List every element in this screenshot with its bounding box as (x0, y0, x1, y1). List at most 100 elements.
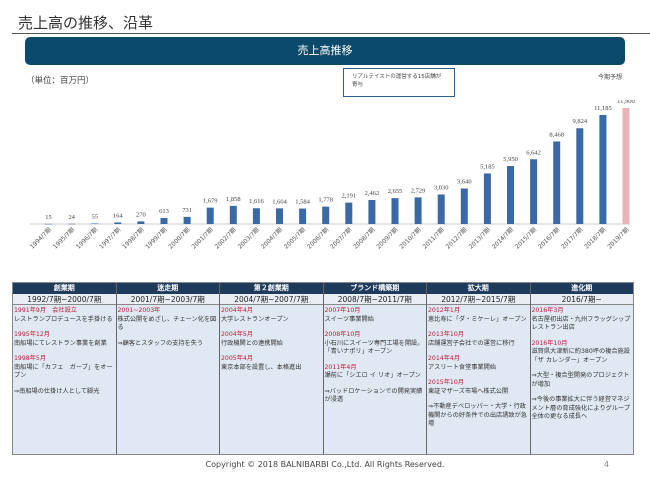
data-label: 24 (68, 214, 75, 221)
bar-2016/7期 (553, 141, 561, 224)
bar-2014/7期 (507, 166, 514, 224)
event-date: 2014年4月 (428, 355, 461, 362)
phase-events: 2004年4月 大学レストランオープン 2004年5月 行政機関との連携開始 2005年… (220, 305, 323, 381)
bar-2009/7期 (391, 198, 399, 224)
phase-name: 拡大期 (427, 283, 530, 294)
event: 2001~2003年 株式公開をめざし、チェーン化を図る (118, 307, 219, 333)
event: 2007年10月 スイーツ事業開始 (325, 307, 426, 324)
phase-column: 創業期 1992/7期~2000/7期 1991年9月 会社設立 レストランプロデュー… (13, 283, 117, 454)
event-text: ⇒バッドロケーションでの開発実績が浸透 (324, 387, 423, 404)
phase-name: 創業期 (13, 283, 116, 294)
data-label: 8,468 (549, 131, 564, 138)
copyright: Copyright © 2018 BALNIBARBI Co.,Ltd. All… (205, 460, 445, 469)
event: ⇒大型・複合型開発のプロジェクトが増加 (532, 372, 633, 389)
unit-label: （単位：百万円） (26, 76, 95, 86)
event-date: 1995年12月 (14, 331, 50, 338)
phase-name: ブランド構築期 (323, 283, 426, 294)
event-date: 2015年10月 (428, 379, 464, 386)
data-label: 11,900 (617, 100, 635, 105)
x-tick-label: 2013/7期 (467, 226, 492, 251)
phase-events: 1991年9月 会社設立 レストランプロデュースを手掛ける 1995年12月 南船場に… (13, 305, 116, 405)
event: ⇒バッドロケーションでの開発実績が浸透 (325, 388, 426, 405)
bar-2019/7期 (622, 108, 630, 224)
bar-2007/7期 (345, 202, 353, 224)
x-tick-label: 2000/7期 (167, 226, 192, 251)
event-text: ⇒顧客とスタッフの支持を失う (117, 339, 204, 347)
phase-events: 2007年10月 スイーツ事業開始 2008年10月 小石川にスイーツ専門工場を開設。… (324, 305, 427, 414)
bar-2012/7期 (460, 188, 468, 224)
event: 2013年10月 店舗運営子会社での運営に移行 (428, 331, 529, 348)
bar-2004/7期 (276, 208, 283, 224)
x-tick-label: 2015/7期 (513, 226, 538, 251)
event-text: ⇒今後の事業拡大に伴う経営マネジメント層の育成強化によりグループ全体の更なる成長… (531, 396, 631, 420)
forecast-label: 今期予想 (598, 74, 623, 81)
callout-annotation: リアルテイストの運営する15店舗が寄与 (343, 68, 455, 97)
history-table: 創業期 1992/7期~2000/7期 1991年9月 会社設立 レストランプロデュー… (12, 282, 634, 455)
data-label: 1,858 (226, 196, 241, 203)
event: 2005年4月 東京本部を設置し、本格進出 (221, 355, 322, 372)
event: 2016年10月 滋賀県大津新に約380坪の複合施設「ザ カレンダー」オープン (532, 340, 633, 366)
x-tick-label: 2002/7期 (213, 226, 238, 251)
bar-1997/7期 (114, 222, 122, 224)
event-text: 瀬前に「シエロ イ リオ」オープン (324, 372, 421, 379)
phase-period: 2008/7期~2011/7期 (323, 294, 426, 305)
x-tick-label: 1995/7期 (51, 226, 76, 251)
bar-2003/7期 (252, 208, 260, 224)
event-date: 2004年4月 (221, 307, 254, 314)
event: 1998年5月 南船場に「カフェ ガーブ」をオープン (14, 355, 115, 381)
event: 2012年1月 恵比寿に「ダ・ミケーレ」オープン (428, 307, 529, 324)
event: 2004年4月 大学レストランオープン (221, 307, 322, 324)
x-tick-label: 2009/7期 (375, 226, 400, 251)
bar-1995/7期 (68, 223, 76, 225)
data-label: 2,729 (411, 187, 426, 194)
event-text: 小石川にスイーツ専門工場を開設。「青いナポリ」オープン (324, 339, 424, 356)
event-text: スイーツ事業開始 (324, 315, 374, 323)
bar-1998/7期 (137, 221, 145, 224)
data-label: 6,642 (526, 149, 541, 156)
event: 2016年3月 名古屋初出店・九州フラッグシップレストラン出店 (532, 307, 633, 333)
data-label: 1,679 (203, 198, 218, 205)
phase-name: 進化期 (530, 283, 633, 294)
bar-2002/7期 (229, 205, 237, 224)
phase-name: 迷走期 (116, 283, 219, 294)
event-text: 名古屋初出店・九州フラッグシップレストラン出店 (531, 315, 631, 332)
x-tick-label: 2007/7期 (328, 226, 353, 251)
bar-2000/7期 (183, 216, 191, 224)
event-date: 1991年9月 会社設立 (14, 307, 77, 314)
x-tick-label: 2018/7期 (582, 226, 607, 251)
event: ⇒南船場の仕掛け人として脚光 (14, 388, 115, 397)
phase-period: 2016/7期~ (530, 294, 633, 305)
phase-column: 拡大期 2012/7期~2015/7期 2012年1月 恵比寿に「ダ・ミケーレ」オープ… (427, 283, 531, 454)
x-tick-label: 2010/7期 (398, 226, 423, 251)
phase-period: 1992/7期~2000/7期 (13, 294, 116, 305)
data-label: 55 (91, 213, 98, 220)
event-text: 株式公開をめざし、チェーン化を図る (117, 315, 217, 332)
phase-column: 迷走期 2001/7期~2003/7期 2001~2003年 株式公開をめざし、チェー… (116, 283, 220, 454)
event-date: 2005年4月 (221, 355, 254, 362)
x-tick-label: 2001/7期 (190, 226, 215, 251)
event: 1995年12月 南船場にてレストラン事業を創業 (14, 331, 115, 348)
bar-2010/7期 (414, 197, 422, 224)
section-banner: 売上高推移 (25, 37, 625, 65)
event: ⇒顧客とスタッフの支持を失う (118, 340, 219, 349)
phase-column: 進化期 2016/7期~ 2016年3月 名古屋初出店・九州フラッグシップレストラン出… (530, 283, 633, 454)
bar-1996/7期 (91, 223, 99, 224)
event-text: 行政機関との連携開始 (221, 339, 283, 347)
x-tick-label: 1999/7期 (144, 226, 169, 251)
data-label: 1,616 (249, 198, 264, 205)
x-tick-label: 1996/7期 (74, 226, 99, 251)
event-date: 2011年4月 (324, 363, 357, 371)
bar-2015/7期 (530, 159, 538, 224)
x-tick-label: 2011/7期 (421, 226, 446, 251)
event-text: 東京本部を設置し、本格進出 (221, 363, 302, 371)
x-tick-label: 2005/7期 (282, 226, 307, 251)
data-label: 9,824 (572, 118, 587, 125)
event-text: 大学レストランオープン (221, 315, 289, 323)
phase-period: 2001/7期~2003/7期 (116, 294, 219, 305)
event: 2011年4月 瀬前に「シエロ イ リオ」オープン (325, 364, 426, 381)
x-tick-label: 2016/7期 (536, 226, 561, 251)
x-tick-label: 2004/7期 (259, 226, 284, 251)
data-label: 613 (159, 208, 169, 215)
data-label: 3,030 (434, 184, 449, 191)
data-label: 2,191 (341, 193, 356, 200)
